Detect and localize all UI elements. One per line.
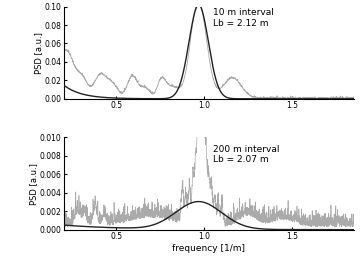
X-axis label: frequency [1/m]: frequency [1/m] [172,244,245,253]
Y-axis label: PSD [a.u.]: PSD [a.u.] [34,32,43,74]
Text: 200 m interval
Lb = 2.07 m: 200 m interval Lb = 2.07 m [213,145,280,164]
Text: 10 m interval
Lb = 2.12 m: 10 m interval Lb = 2.12 m [213,8,274,28]
Y-axis label: PSD [a.u.]: PSD [a.u.] [29,163,38,205]
